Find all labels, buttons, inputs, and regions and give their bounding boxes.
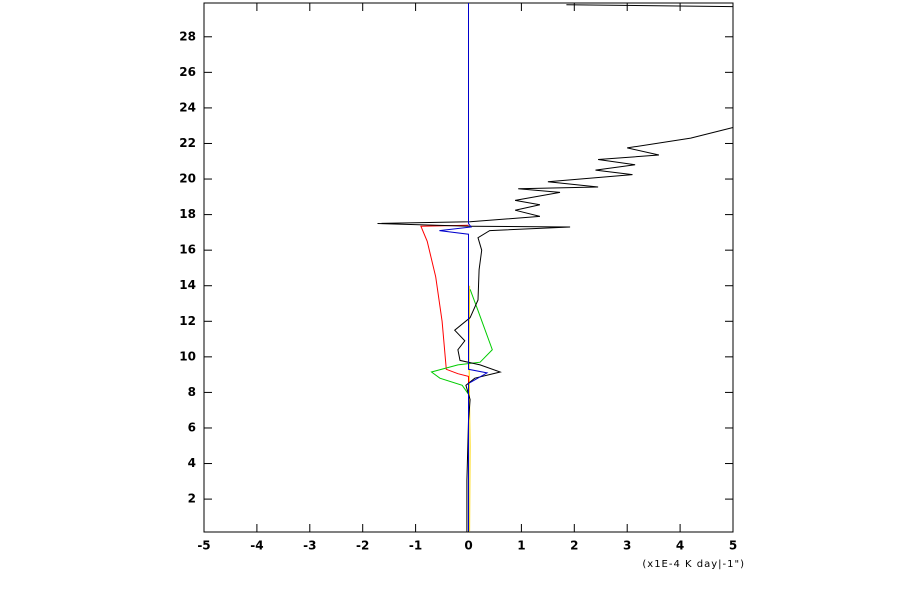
x-axis-label: (x1E-4 K day|-1") xyxy=(642,559,745,570)
x-tick-label: -2 xyxy=(356,539,369,553)
x-tick-label: 1 xyxy=(517,539,525,553)
x-tick-label: 2 xyxy=(570,539,578,553)
y-tick-label: 28 xyxy=(179,29,196,43)
y-tick-label: 18 xyxy=(179,207,196,221)
profile-line xyxy=(439,3,489,532)
x-tick-label: 5 xyxy=(729,539,737,553)
x-tick-label: -4 xyxy=(250,539,263,553)
y-tick-label: 10 xyxy=(179,349,196,363)
profile-line xyxy=(420,224,469,532)
x-tick-label: 0 xyxy=(464,539,472,553)
y-tick-label: 12 xyxy=(179,314,196,328)
y-tick-label: 6 xyxy=(188,420,196,434)
y-tick-label: 26 xyxy=(179,65,196,79)
y-tick-label: 22 xyxy=(179,136,196,150)
y-tick-label: 16 xyxy=(179,243,196,257)
profile-line xyxy=(430,289,493,532)
y-tick-label: 4 xyxy=(188,456,196,470)
x-tick-label: 4 xyxy=(676,539,684,553)
y-tick-label: 20 xyxy=(179,172,196,186)
profile-line xyxy=(377,4,734,532)
x-tick-label: -1 xyxy=(409,539,422,553)
y-tick-label: 8 xyxy=(188,385,196,399)
x-tick-label: -5 xyxy=(197,539,210,553)
y-tick-label: 24 xyxy=(179,100,196,114)
y-tick-label: 2 xyxy=(188,492,196,506)
y-tick-label: 14 xyxy=(179,278,196,292)
x-tick-label: 3 xyxy=(623,539,631,553)
x-tick-label: -3 xyxy=(303,539,316,553)
